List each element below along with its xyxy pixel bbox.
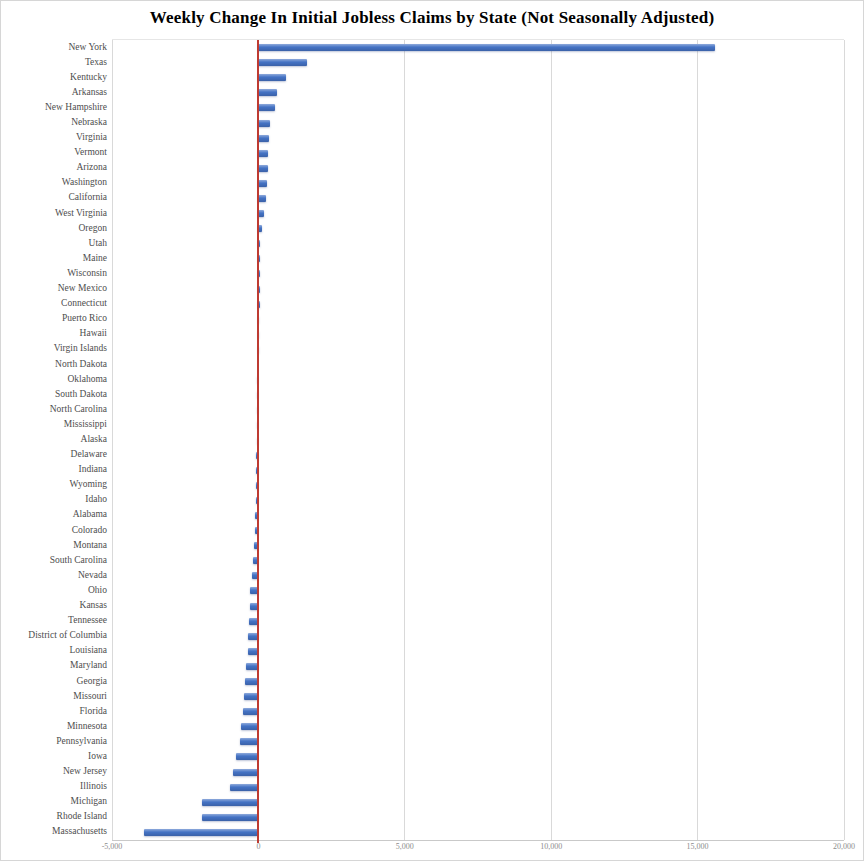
state-label: Colorado <box>1 524 107 536</box>
state-label: South Carolina <box>1 554 107 566</box>
x-tick-label: 15,000 <box>663 842 733 851</box>
bar <box>241 723 258 730</box>
bar <box>258 104 274 111</box>
state-label: North Dakota <box>1 358 107 370</box>
bar <box>258 180 267 187</box>
state-label: Maine <box>1 252 107 264</box>
state-label: Mississippi <box>1 418 107 430</box>
x-tick-label: -5,000 <box>77 842 147 851</box>
gridline <box>112 40 113 840</box>
state-label: Kansas <box>1 599 107 611</box>
state-label: Arizona <box>1 161 107 173</box>
gridline <box>404 40 405 840</box>
state-label: Virginia <box>1 131 107 143</box>
x-tick-label: 20,000 <box>809 842 864 851</box>
state-label: Washington <box>1 176 107 188</box>
state-label: Georgia <box>1 675 107 687</box>
state-label: Alabama <box>1 508 107 520</box>
bar <box>240 738 259 745</box>
bar <box>258 150 268 157</box>
state-label: New Mexico <box>1 282 107 294</box>
state-label: Minnesota <box>1 720 107 732</box>
bar <box>245 678 258 685</box>
state-label: Iowa <box>1 750 107 762</box>
bar <box>258 135 269 142</box>
state-label: Oregon <box>1 222 107 234</box>
state-label: Texas <box>1 56 107 68</box>
state-label: Idaho <box>1 493 107 505</box>
bar <box>202 799 258 806</box>
state-label: Nevada <box>1 569 107 581</box>
state-label: New York <box>1 41 107 53</box>
gridline <box>551 40 552 840</box>
x-tick-label: 10,000 <box>516 842 586 851</box>
state-label: Oklahoma <box>1 373 107 385</box>
x-tick-label: 5,000 <box>370 842 440 851</box>
plot-area <box>112 39 844 841</box>
state-label: Utah <box>1 237 107 249</box>
state-label: District of Columbia <box>1 629 107 641</box>
gridline <box>844 40 845 840</box>
state-label: Arkansas <box>1 86 107 98</box>
bar <box>230 784 259 791</box>
state-label: Wisconsin <box>1 267 107 279</box>
zero-axis-line <box>257 40 259 843</box>
state-label: Ohio <box>1 584 107 596</box>
chart-title: Weekly Change In Initial Jobless Claims … <box>1 8 863 28</box>
state-label: Vermont <box>1 146 107 158</box>
jobless-claims-bar-chart: Weekly Change In Initial Jobless Claims … <box>0 0 864 861</box>
bar <box>244 693 258 700</box>
state-label: Connecticut <box>1 297 107 309</box>
state-label: Michigan <box>1 795 107 807</box>
state-label: Florida <box>1 705 107 717</box>
state-label: Nebraska <box>1 116 107 128</box>
state-label: West Virginia <box>1 207 107 219</box>
state-label: Puerto Rico <box>1 312 107 324</box>
state-label: New Hampshire <box>1 101 107 113</box>
state-label: Massachusetts <box>1 825 107 837</box>
state-label: Kentucky <box>1 71 107 83</box>
state-label: Delaware <box>1 448 107 460</box>
bar <box>258 44 715 51</box>
bar <box>258 59 306 66</box>
state-label: Pennsylvania <box>1 735 107 747</box>
state-label: California <box>1 191 107 203</box>
state-label: North Carolina <box>1 403 107 415</box>
bar <box>202 814 259 821</box>
state-label: Tennessee <box>1 614 107 626</box>
state-label: Indiana <box>1 463 107 475</box>
bar <box>258 74 286 81</box>
bar <box>236 753 258 760</box>
gridline <box>697 40 698 840</box>
bar <box>144 829 259 836</box>
state-label: Louisiana <box>1 644 107 656</box>
state-label: New Jersey <box>1 765 107 777</box>
state-label: Montana <box>1 539 107 551</box>
bar <box>258 195 266 202</box>
state-label: Rhode Island <box>1 810 107 822</box>
bar <box>258 165 267 172</box>
state-label: Missouri <box>1 690 107 702</box>
state-label: South Dakota <box>1 388 107 400</box>
state-label: Maryland <box>1 659 107 671</box>
state-label: Virgin Islands <box>1 342 107 354</box>
bar <box>258 89 276 96</box>
state-label: Illinois <box>1 780 107 792</box>
state-label: Hawaii <box>1 327 107 339</box>
state-label: Alaska <box>1 433 107 445</box>
x-tick-label: 0 <box>223 842 293 851</box>
bar <box>233 769 258 776</box>
bar <box>258 120 270 127</box>
bar <box>243 708 258 715</box>
state-label: Wyoming <box>1 478 107 490</box>
